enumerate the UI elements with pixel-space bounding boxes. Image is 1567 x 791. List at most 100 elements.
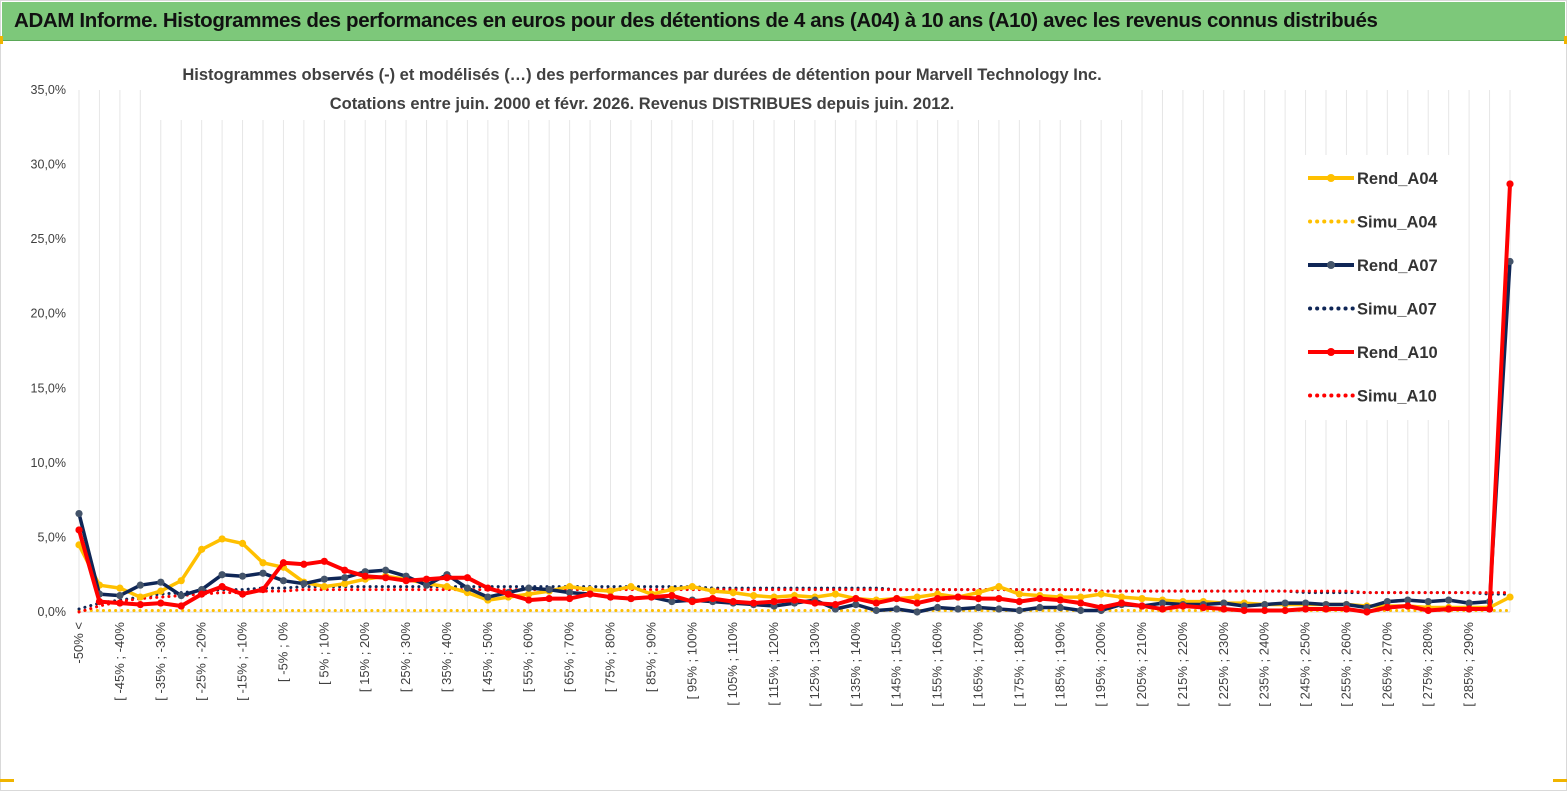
data-point [709, 594, 717, 603]
data-point [586, 590, 594, 598]
corner-mark-left [0, 36, 3, 44]
data-point [75, 509, 83, 518]
data-point [995, 583, 1003, 591]
x-tick-label: [ 145% ; 150% [889, 622, 904, 707]
chart-title-line2: Cotations entre juin. 2000 et févr. 2026… [330, 95, 954, 113]
x-tick-label: [ 55% ; 60% [521, 622, 536, 693]
x-tick-label: [ 135% ; 140% [848, 622, 863, 707]
subtitle-background [152, 62, 1130, 120]
data-point [545, 586, 553, 594]
data-point [177, 577, 185, 585]
x-tick-label: [ 235% ; 240% [1257, 622, 1272, 707]
data-point [893, 605, 901, 613]
x-tick-label: [ -35% ; -30% [153, 622, 168, 701]
x-tick-label: [ 175% ; 180% [1011, 622, 1026, 707]
legend-label: Rend_A04 [1357, 170, 1439, 188]
y-tick-label: 20,0% [31, 307, 66, 321]
data-point [709, 587, 717, 595]
data-point [422, 575, 431, 583]
vertical-gridlines [78, 90, 1511, 612]
legend[interactable]: Rend_A04 Simu_A04 Rend_A07 Simu_A07 Rend_A10… [1308, 170, 1439, 406]
data-point [320, 575, 328, 583]
data-point [1301, 605, 1310, 613]
data-point [1036, 603, 1044, 612]
y-axis-ticks: 0,0% 5,0% 10,0% 15,0% 20,0% 25,0% 30,0% 35,0% [31, 83, 66, 619]
data-point [1383, 597, 1391, 606]
legend-item-simu-a04[interactable]: Simu_A04 [1308, 214, 1438, 232]
data-point [995, 594, 1003, 603]
data-point [1199, 603, 1207, 612]
data-point [1220, 599, 1228, 607]
data-point [320, 583, 328, 591]
x-tick-label: [ -25% ; -20% [194, 622, 209, 701]
legend-item-simu-a07[interactable]: Simu_A07 [1308, 301, 1437, 319]
x-tick-label: [ 275% ; 280% [1420, 622, 1435, 707]
data-point [1261, 606, 1269, 615]
data-point [668, 591, 676, 600]
data-point [218, 583, 226, 591]
data-point [259, 559, 267, 567]
data-point [1056, 603, 1064, 612]
corner-mark-bottom-right [1553, 779, 1567, 782]
data-point [1158, 605, 1167, 613]
report-title: ADAM Informe. Histogrammes des performan… [14, 9, 1378, 32]
data-point [320, 557, 328, 565]
data-point [790, 596, 799, 604]
data-point [484, 584, 492, 592]
data-point [95, 597, 104, 606]
data-point [198, 545, 206, 553]
data-point [525, 590, 533, 598]
data-point [525, 584, 533, 592]
y-tick-label: 5,0% [38, 530, 67, 544]
legend-item-rend-a04[interactable]: Rend_A04 [1308, 170, 1439, 188]
legend-item-rend-a10[interactable]: Rend_A10 [1308, 344, 1438, 362]
data-point [1036, 594, 1044, 603]
data-point [1342, 605, 1351, 613]
data-point [893, 594, 901, 603]
x-tick-label: [ 85% ; 90% [643, 622, 658, 693]
data-point [1424, 606, 1432, 615]
data-point [300, 560, 308, 568]
data-point [831, 590, 839, 598]
data-point [1363, 608, 1371, 616]
data-point [238, 572, 247, 580]
corner-mark-bottom-left [0, 779, 14, 782]
y-tick-label: 15,0% [31, 381, 66, 395]
x-tick-label: [ 25% ; 30% [398, 622, 413, 693]
x-tick-label: [ 125% ; 130% [807, 622, 822, 707]
data-point [627, 583, 635, 591]
data-point [177, 602, 185, 610]
data-point [750, 591, 758, 600]
data-point [341, 580, 349, 588]
data-point [1220, 605, 1228, 613]
x-tick-label: [ -45% ; -40% [112, 622, 127, 701]
x-tick-label: -50% < [71, 622, 86, 664]
data-point [913, 599, 921, 607]
data-point [1015, 606, 1023, 615]
data-point [443, 574, 451, 582]
x-tick-label: [ 185% ; 190% [1052, 622, 1067, 707]
report-banner: ADAM Informe. Histogrammes des performan… [2, 2, 1565, 41]
x-tick-label: [ 245% ; 250% [1298, 622, 1313, 707]
data-point [279, 559, 288, 567]
x-tick-label: [ -5% ; 0% [275, 622, 290, 682]
legend-label: Rend_A07 [1357, 257, 1438, 275]
data-point [545, 594, 553, 603]
x-tick-label: [ 255% ; 260% [1338, 622, 1353, 707]
x-tick-label: [ 155% ; 160% [930, 622, 945, 707]
data-point [729, 589, 737, 597]
data-point [1015, 590, 1023, 598]
data-point [688, 583, 696, 591]
data-point [974, 594, 983, 603]
data-point [463, 584, 472, 592]
x-tick-label: [ 15% ; 20% [357, 622, 372, 693]
data-point [566, 583, 574, 591]
data-point [238, 539, 247, 547]
legend-item-rend-a07[interactable]: Rend_A07 [1308, 257, 1438, 275]
data-point [484, 593, 492, 601]
data-point [136, 581, 144, 589]
x-tick-label: [ 165% ; 170% [970, 622, 985, 707]
data-point [1383, 603, 1391, 612]
legend-item-simu-a10[interactable]: Simu_A10 [1308, 388, 1437, 406]
data-point [1506, 593, 1514, 601]
